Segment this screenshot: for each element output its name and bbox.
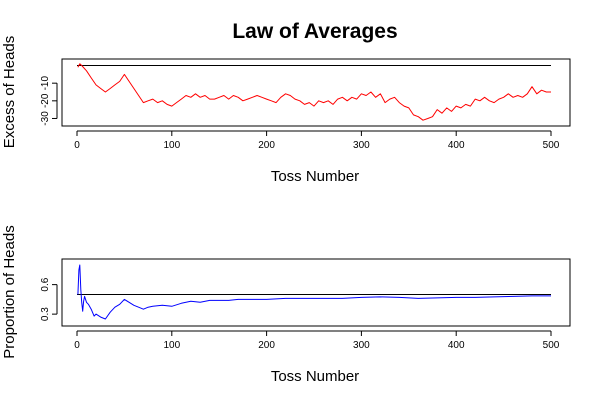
y-tick-label: 0.6 <box>40 277 51 291</box>
x-axis: 0 100 200 300 400 500 <box>74 330 560 351</box>
x-axis-title: Toss Number <box>271 168 359 185</box>
y-tick-label: 0.3 <box>40 307 51 321</box>
series-line <box>77 63 551 121</box>
x-tick-label: 200 <box>258 340 275 351</box>
y-axis-title: Excess of Heads <box>1 36 18 149</box>
x-tick-label: 100 <box>163 340 180 351</box>
x-tick-label: 400 <box>448 140 465 151</box>
plot-frame <box>61 58 571 127</box>
plot-marks <box>77 264 551 320</box>
plot-marks <box>77 63 551 121</box>
plot-frame <box>61 258 571 327</box>
y-tick-label: -20 <box>40 93 51 108</box>
y-axis-title: Proportion of Heads <box>1 225 18 358</box>
x-tick-label: 100 <box>163 140 180 151</box>
x-tick-label: 500 <box>543 140 560 151</box>
x-tick-label: 400 <box>448 340 465 351</box>
y-tick-label: -10 <box>40 76 51 91</box>
x-tick-label: 500 <box>543 340 560 351</box>
y-axis: -30 -20 -10 <box>40 76 58 126</box>
x-axis-title: Toss Number <box>271 368 359 385</box>
x-tick-label: 0 <box>74 340 80 351</box>
x-tick-label: 300 <box>353 140 370 151</box>
x-axis: 0 100 200 300 400 500 <box>74 130 560 151</box>
excess-of-heads-panel: Toss Number Excess of Heads 0 100 200 300 40… <box>1 36 571 185</box>
figure-title: Law of Averages <box>232 20 397 43</box>
x-tick-label: 300 <box>353 340 370 351</box>
x-tick-label: 200 <box>258 140 275 151</box>
y-axis: 0.3 0.6 <box>40 277 58 321</box>
proportion-of-heads-panel: Toss Number Proportion of Heads 0 100 200 3… <box>1 225 571 385</box>
series-line <box>77 264 551 320</box>
y-tick-label: -30 <box>40 111 51 126</box>
x-tick-label: 0 <box>74 140 80 151</box>
